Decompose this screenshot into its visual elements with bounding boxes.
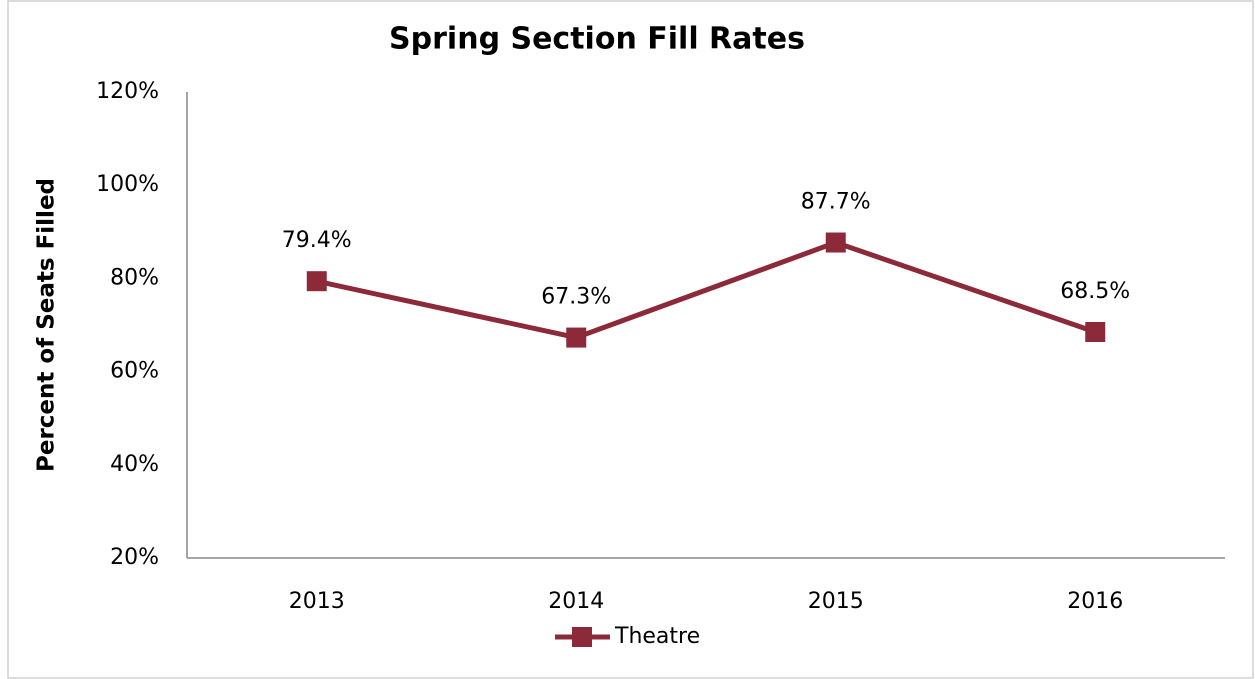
data-label: 68.5% xyxy=(1060,279,1130,304)
y-axis-label: Percent of Seats Filled xyxy=(34,178,60,472)
chart-frame xyxy=(7,0,1254,679)
point-marker xyxy=(306,271,327,292)
chart-title: Spring Section Fill Rates xyxy=(389,22,805,57)
y-tick-label: 120% xyxy=(96,79,159,104)
data-label: 87.7% xyxy=(801,190,871,215)
y-tick-label: 60% xyxy=(110,359,159,384)
data-label: 79.4% xyxy=(282,228,352,253)
legend-marker xyxy=(572,627,592,647)
legend-label: Theatre xyxy=(614,624,700,649)
x-tick-label: 2015 xyxy=(808,589,864,614)
y-tick-label: 40% xyxy=(110,452,159,477)
point-marker xyxy=(825,232,846,253)
x-tick-label: 2014 xyxy=(548,589,604,614)
data-label: 67.3% xyxy=(541,285,611,310)
y-tick-label: 20% xyxy=(110,545,159,570)
point-marker xyxy=(1085,321,1106,342)
series-line xyxy=(316,239,1097,341)
x-tick-label: 2016 xyxy=(1067,589,1123,614)
point-marker xyxy=(566,327,587,348)
y-tick-label: 100% xyxy=(96,172,159,197)
x-tick-label: 2013 xyxy=(289,589,345,614)
y-tick-label: 80% xyxy=(110,265,159,290)
